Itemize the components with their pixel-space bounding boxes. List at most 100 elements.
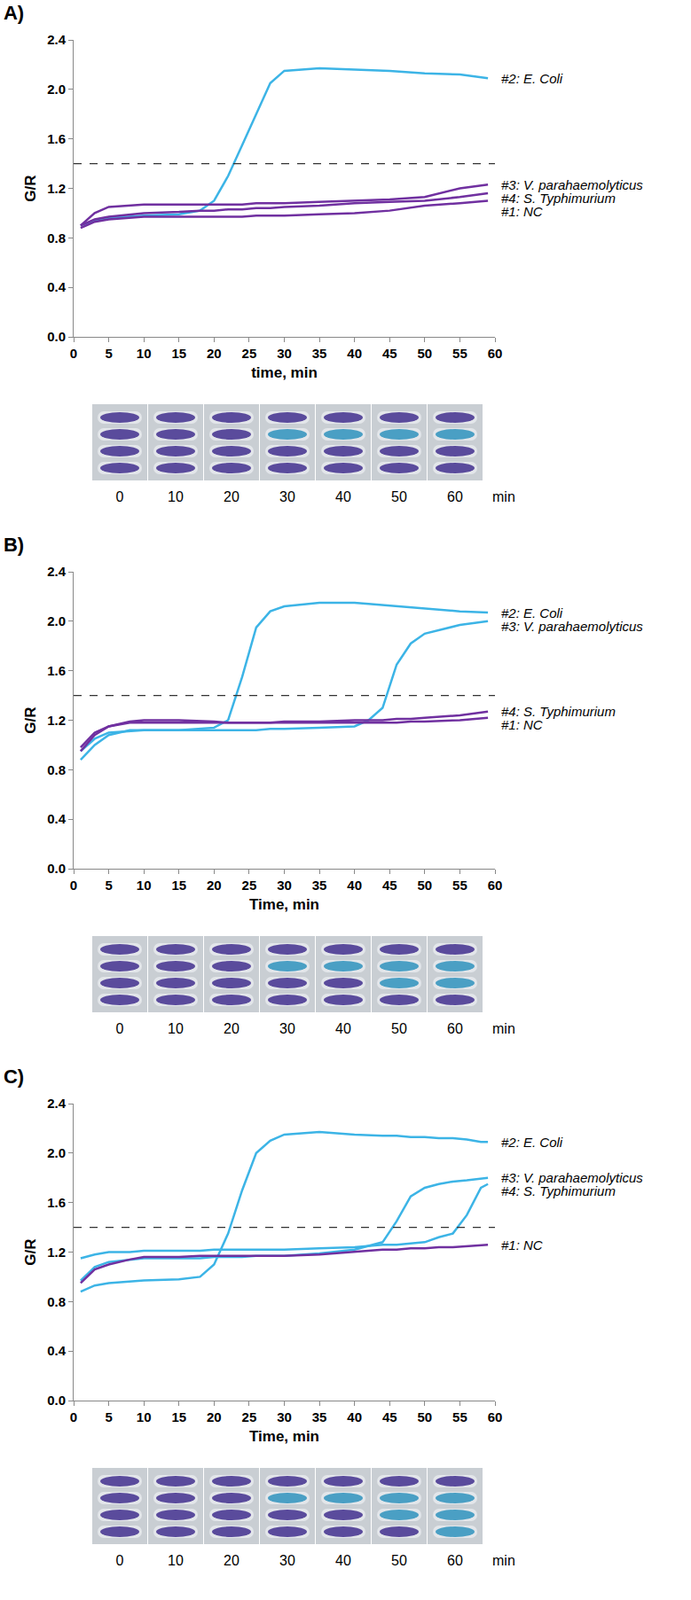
svg-text:0: 0 bbox=[116, 489, 125, 505]
svg-text:1.6: 1.6 bbox=[47, 1195, 66, 1211]
svg-text:2.0: 2.0 bbox=[47, 613, 66, 629]
svg-text:20: 20 bbox=[206, 345, 222, 362]
svg-text:0.8: 0.8 bbox=[47, 762, 66, 778]
svg-text:2.4: 2.4 bbox=[47, 1096, 67, 1112]
svg-text:55: 55 bbox=[452, 345, 468, 362]
svg-text:20: 20 bbox=[206, 1410, 222, 1426]
svg-text:45: 45 bbox=[382, 878, 398, 894]
svg-text:G/R: G/R bbox=[22, 174, 40, 202]
svg-text:1.2: 1.2 bbox=[47, 180, 66, 197]
svg-text:5: 5 bbox=[104, 345, 112, 362]
svg-text:60: 60 bbox=[487, 1410, 503, 1426]
svg-text:B): B) bbox=[3, 533, 24, 557]
svg-text:min: min bbox=[492, 1554, 516, 1570]
svg-text:0.0: 0.0 bbox=[47, 329, 66, 345]
svg-text:40: 40 bbox=[346, 345, 362, 362]
svg-text:1.6: 1.6 bbox=[47, 131, 66, 147]
svg-text:40: 40 bbox=[346, 878, 362, 894]
svg-text:0.8: 0.8 bbox=[47, 230, 66, 246]
svg-text:35: 35 bbox=[312, 345, 328, 362]
svg-text:10: 10 bbox=[136, 878, 152, 894]
svg-text:30: 30 bbox=[279, 1021, 296, 1037]
svg-text:20: 20 bbox=[223, 489, 240, 505]
svg-text:15: 15 bbox=[171, 345, 187, 362]
svg-text:min: min bbox=[492, 489, 516, 505]
svg-text:0.4: 0.4 bbox=[47, 1343, 67, 1359]
svg-text:min: min bbox=[492, 1021, 516, 1037]
svg-text:25: 25 bbox=[242, 1410, 258, 1426]
svg-text:50: 50 bbox=[416, 1410, 432, 1426]
svg-text:2.0: 2.0 bbox=[47, 1146, 66, 1162]
svg-text:0.0: 0.0 bbox=[47, 861, 66, 877]
svg-text:#4: S. Typhimurium: #4: S. Typhimurium bbox=[501, 704, 616, 720]
svg-text:2.4: 2.4 bbox=[47, 564, 67, 580]
svg-text:1.2: 1.2 bbox=[47, 1245, 66, 1261]
svg-text:0: 0 bbox=[116, 1554, 125, 1570]
svg-text:G/R: G/R bbox=[22, 1239, 40, 1266]
svg-text:55: 55 bbox=[452, 1410, 468, 1426]
svg-text:1.2: 1.2 bbox=[47, 713, 66, 729]
svg-text:10: 10 bbox=[136, 345, 152, 362]
svg-text:60: 60 bbox=[447, 1554, 464, 1570]
svg-text:35: 35 bbox=[312, 1410, 328, 1426]
svg-text:60: 60 bbox=[487, 878, 503, 894]
svg-text:10: 10 bbox=[167, 1554, 184, 1570]
svg-text:0: 0 bbox=[70, 878, 78, 894]
svg-text:45: 45 bbox=[382, 1410, 398, 1426]
svg-text:40: 40 bbox=[335, 489, 352, 505]
svg-text:60: 60 bbox=[447, 1021, 464, 1037]
svg-text:#4: S. Typhimurium: #4: S. Typhimurium bbox=[501, 1184, 616, 1200]
svg-text:#1: NC: #1: NC bbox=[501, 1238, 543, 1254]
svg-text:#3: V. parahaemolyticus: #3: V. parahaemolyticus bbox=[501, 177, 644, 193]
svg-text:#1: NC: #1: NC bbox=[501, 717, 543, 733]
svg-text:A): A) bbox=[3, 1, 24, 24]
svg-text:0.0: 0.0 bbox=[47, 1393, 66, 1409]
svg-text:0.4: 0.4 bbox=[47, 279, 67, 295]
svg-text:40: 40 bbox=[346, 1410, 362, 1426]
svg-text:#4: S. Typhimurium: #4: S. Typhimurium bbox=[501, 190, 616, 206]
svg-text:0: 0 bbox=[70, 1410, 78, 1426]
svg-text:#1: NC: #1: NC bbox=[501, 204, 543, 220]
svg-text:G/R: G/R bbox=[22, 706, 40, 734]
svg-text:25: 25 bbox=[242, 345, 258, 362]
svg-text:#3: V. parahaemolyticus: #3: V. parahaemolyticus bbox=[501, 619, 644, 635]
svg-text:40: 40 bbox=[335, 1021, 352, 1037]
svg-text:30: 30 bbox=[276, 345, 292, 362]
svg-text:50: 50 bbox=[416, 878, 432, 894]
svg-text:45: 45 bbox=[382, 345, 398, 362]
svg-text:0.8: 0.8 bbox=[47, 1295, 66, 1311]
svg-text:15: 15 bbox=[171, 1410, 187, 1426]
svg-text:2.0: 2.0 bbox=[47, 81, 66, 97]
svg-text:55: 55 bbox=[452, 878, 468, 894]
svg-text:40: 40 bbox=[335, 1554, 352, 1570]
svg-text:25: 25 bbox=[242, 878, 258, 894]
svg-text:60: 60 bbox=[487, 345, 503, 362]
svg-text:30: 30 bbox=[276, 878, 292, 894]
svg-text:2.4: 2.4 bbox=[47, 31, 67, 48]
svg-text:30: 30 bbox=[279, 1554, 296, 1570]
svg-text:0: 0 bbox=[70, 345, 78, 362]
svg-text:Time, min: Time, min bbox=[249, 1429, 320, 1446]
svg-text:10: 10 bbox=[136, 1410, 152, 1426]
svg-text:50: 50 bbox=[416, 345, 432, 362]
svg-text:30: 30 bbox=[279, 489, 296, 505]
svg-text:0: 0 bbox=[116, 1021, 125, 1037]
svg-text:Time, min: Time, min bbox=[249, 896, 320, 914]
svg-text:30: 30 bbox=[276, 1410, 292, 1426]
svg-text:1.6: 1.6 bbox=[47, 663, 66, 679]
svg-text:15: 15 bbox=[171, 878, 187, 894]
svg-text:10: 10 bbox=[167, 1021, 184, 1037]
svg-text:20: 20 bbox=[206, 878, 222, 894]
svg-text:35: 35 bbox=[312, 878, 328, 894]
svg-text:#2: E. Coli: #2: E. Coli bbox=[501, 605, 564, 621]
svg-text:#2: E. Coli: #2: E. Coli bbox=[501, 1135, 564, 1151]
svg-text:C): C) bbox=[3, 1066, 24, 1089]
svg-text:50: 50 bbox=[391, 1554, 408, 1570]
svg-text:50: 50 bbox=[391, 489, 408, 505]
svg-text:60: 60 bbox=[447, 489, 464, 505]
svg-text:5: 5 bbox=[104, 1410, 112, 1426]
svg-text:10: 10 bbox=[167, 489, 184, 505]
svg-text:5: 5 bbox=[104, 878, 112, 894]
svg-text:time, min: time, min bbox=[251, 364, 318, 382]
svg-text:50: 50 bbox=[391, 1021, 408, 1037]
